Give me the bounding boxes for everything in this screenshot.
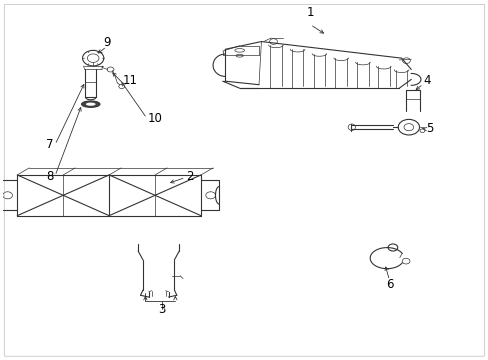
Text: 2: 2 bbox=[186, 170, 194, 183]
Text: 8: 8 bbox=[46, 170, 53, 183]
Text: 3: 3 bbox=[158, 303, 165, 316]
Ellipse shape bbox=[81, 101, 100, 107]
Text: 1: 1 bbox=[306, 6, 313, 19]
Text: 10: 10 bbox=[147, 112, 163, 125]
Ellipse shape bbox=[86, 103, 95, 106]
Text: 4: 4 bbox=[423, 74, 430, 87]
Text: 6: 6 bbox=[385, 278, 392, 291]
Text: 11: 11 bbox=[122, 74, 138, 87]
Text: 7: 7 bbox=[46, 138, 53, 151]
Text: 5: 5 bbox=[426, 122, 433, 135]
Text: 9: 9 bbox=[103, 36, 110, 49]
